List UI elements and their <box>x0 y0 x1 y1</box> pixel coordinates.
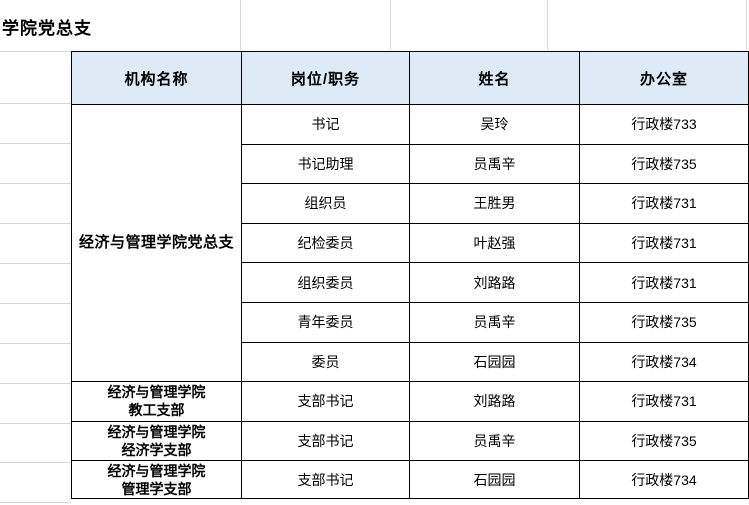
gridline-horizontal <box>0 303 71 304</box>
gridline-vertical <box>390 0 391 50</box>
header-cell-position[interactable]: 岗位/职务 <box>241 51 410 105</box>
office-cell[interactable]: 行政楼733 <box>579 104 749 145</box>
gridline-horizontal <box>0 183 71 184</box>
position-cell[interactable]: 纪检委员 <box>241 222 410 264</box>
office-cell[interactable]: 行政楼731 <box>579 222 749 264</box>
org-cell[interactable]: 经济与管理学院 管理学支部 <box>71 460 242 500</box>
name-cell[interactable]: 石园园 <box>409 460 580 500</box>
gridline-vertical <box>240 0 241 50</box>
position-cell[interactable]: 支部书记 <box>241 381 410 422</box>
gridline-vertical <box>746 0 747 50</box>
gridline-horizontal <box>0 343 71 344</box>
name-cell[interactable]: 刘路路 <box>409 262 580 303</box>
name-cell[interactable]: 员禹辛 <box>409 301 580 343</box>
name-cell[interactable]: 石园园 <box>409 341 580 383</box>
office-cell[interactable]: 行政楼735 <box>579 143 749 185</box>
gridline-horizontal <box>0 502 71 503</box>
office-cell[interactable]: 行政楼734 <box>579 341 749 383</box>
sheet-title: 学院党总支 <box>2 19 92 38</box>
party-branch-table: 机构名称 岗位/职务 姓名 办公室 经济与管理学院党总支 书记 吴玲 行政楼73… <box>71 51 749 500</box>
position-cell[interactable]: 书记助理 <box>241 143 410 185</box>
position-cell[interactable]: 书记 <box>241 104 410 145</box>
org-cell[interactable]: 经济与管理学院 经济学支部 <box>71 420 242 462</box>
office-cell[interactable]: 行政楼735 <box>579 301 749 343</box>
gridline-horizontal <box>0 462 71 463</box>
table-row: 经济与管理学院党总支 书记 吴玲 行政楼733 <box>71 103 749 383</box>
table-row: 经济与管理学院 教工支部 支部书记 刘路路 行政楼731 <box>71 381 749 422</box>
table-row: 书记助理 员禹辛 行政楼735 <box>72 143 749 185</box>
position-cell[interactable]: 支部书记 <box>241 460 410 500</box>
gridline-horizontal <box>0 103 71 104</box>
gridline-horizontal <box>0 263 71 264</box>
gridline-horizontal <box>0 383 71 384</box>
table-row: 青年委员 员禹辛 行政楼735 <box>72 301 749 343</box>
office-cell[interactable]: 行政楼735 <box>579 420 749 462</box>
table-row: 经济与管理学院 管理学支部 支部书记 石园园 行政楼734 <box>71 460 749 500</box>
name-cell[interactable]: 员禹辛 <box>409 143 580 185</box>
org-cell[interactable]: 经济与管理学院党总支 <box>71 103 242 383</box>
office-cell[interactable]: 行政楼731 <box>579 183 749 224</box>
header-cell-org[interactable]: 机构名称 <box>71 51 242 105</box>
table-row: 委员 石园园 行政楼734 <box>72 341 749 383</box>
position-cell[interactable]: 组织委员 <box>241 262 410 303</box>
table-row: 经济与管理学院 经济学支部 支部书记 员禹辛 行政楼735 <box>71 420 749 462</box>
gridline-horizontal <box>0 143 71 144</box>
table-row: 纪检委员 叶赵强 行政楼731 <box>72 222 749 264</box>
gridline-vertical <box>547 0 548 50</box>
header-row: 机构名称 岗位/职务 姓名 办公室 <box>71 51 749 105</box>
position-cell[interactable]: 委员 <box>241 341 410 383</box>
office-cell[interactable]: 行政楼731 <box>579 381 749 422</box>
org-cell[interactable]: 经济与管理学院 教工支部 <box>71 381 242 422</box>
position-cell[interactable]: 支部书记 <box>241 420 410 462</box>
gridline-horizontal <box>0 423 71 424</box>
header-cell-name[interactable]: 姓名 <box>409 51 580 105</box>
name-cell[interactable]: 叶赵强 <box>409 222 580 264</box>
office-cell[interactable]: 行政楼734 <box>579 460 749 500</box>
position-cell[interactable]: 青年委员 <box>241 301 410 343</box>
table-row: 组织员 王胜男 行政楼731 <box>72 183 749 224</box>
table-row: 组织委员 刘路路 行政楼731 <box>72 262 749 303</box>
gridline-horizontal <box>0 51 71 52</box>
header-cell-office[interactable]: 办公室 <box>579 51 749 105</box>
gridline-horizontal <box>0 223 71 224</box>
office-cell[interactable]: 行政楼731 <box>579 262 749 303</box>
position-cell[interactable]: 组织员 <box>241 183 410 224</box>
name-cell[interactable]: 员禹辛 <box>409 420 580 462</box>
name-cell[interactable]: 吴玲 <box>409 104 580 145</box>
name-cell[interactable]: 王胜男 <box>409 183 580 224</box>
name-cell[interactable]: 刘路路 <box>409 381 580 422</box>
